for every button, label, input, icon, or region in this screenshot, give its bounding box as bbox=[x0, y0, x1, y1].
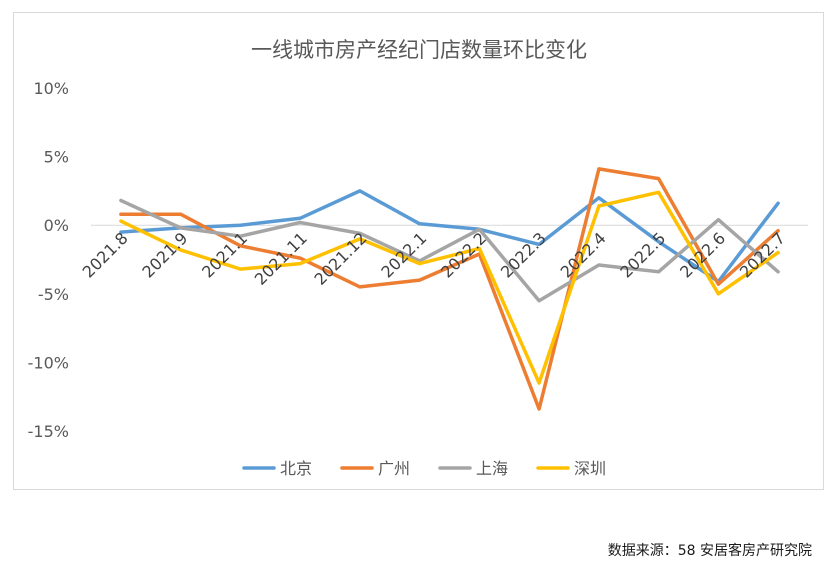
legend-label: 广州 bbox=[378, 459, 410, 478]
y-tick-label: 5% bbox=[44, 148, 69, 167]
chart-frame: 一线城市房产经纪门店数量环比变化 10% 5% 0% -5% -10% -15% 2021… bbox=[13, 12, 824, 490]
series-line-深圳 bbox=[119, 190, 780, 385]
series-line-广州 bbox=[119, 167, 780, 411]
x-tick-label: 2022.7 bbox=[736, 229, 789, 282]
series-group bbox=[119, 167, 780, 411]
line-chart: 一线城市房产经纪门店数量环比变化 10% 5% 0% -5% -10% -15% 2021… bbox=[28, 38, 808, 478]
series-line-北京 bbox=[119, 189, 780, 284]
y-tick-label: 0% bbox=[44, 216, 69, 235]
legend-label: 北京 bbox=[280, 459, 312, 478]
y-axis: 10% 5% 0% -5% -10% -15% bbox=[28, 79, 69, 441]
x-tick-label: 2021.9 bbox=[138, 229, 191, 282]
x-tick-label: 2021.12 bbox=[310, 229, 370, 289]
legend: 北京 广州 上海 深圳 bbox=[242, 459, 606, 478]
legend-label: 深圳 bbox=[574, 459, 606, 478]
chart-title: 一线城市房产经纪门店数量环比变化 bbox=[251, 38, 587, 62]
y-tick-label: 10% bbox=[33, 79, 69, 98]
y-tick-label: -10% bbox=[28, 353, 69, 372]
x-tick-label: 2022.5 bbox=[616, 229, 669, 282]
y-tick-label: -15% bbox=[28, 422, 69, 441]
x-tick-label: 2022.1 bbox=[377, 229, 430, 282]
legend-label: 上海 bbox=[476, 459, 508, 478]
x-tick-label: 2021.8 bbox=[79, 229, 132, 282]
series-line-上海 bbox=[119, 198, 780, 303]
source-note: 数据来源：58 安居客房产研究院 bbox=[607, 543, 812, 559]
y-tick-label: -5% bbox=[38, 285, 69, 304]
